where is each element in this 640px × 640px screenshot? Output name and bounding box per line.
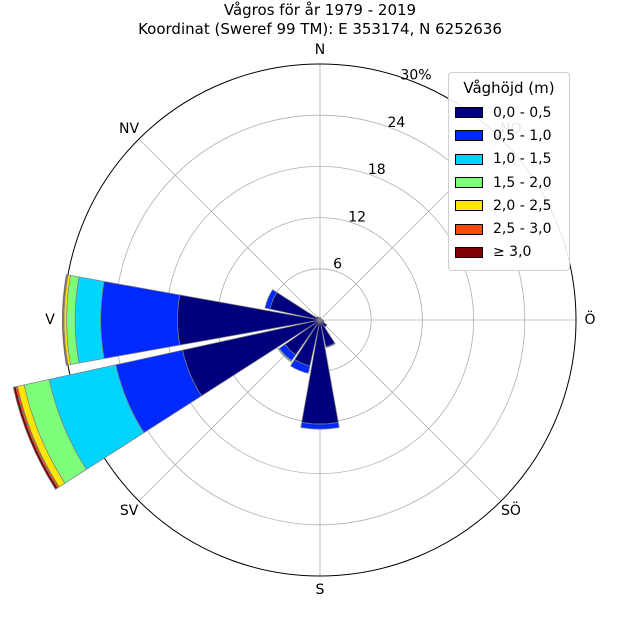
legend-label: 2,0 - 2,5 bbox=[493, 197, 552, 214]
legend-swatch bbox=[455, 246, 483, 258]
direction-label: SÖ bbox=[501, 501, 521, 519]
legend-swatch bbox=[455, 153, 483, 165]
grid-spoke bbox=[138, 138, 321, 321]
legend-entry: 1,0 - 1,5 bbox=[455, 148, 563, 171]
bar-segment-NNV-0,0 - 0,5 bbox=[318, 317, 321, 321]
legend-swatch bbox=[455, 107, 483, 119]
legend-label: 0,0 - 0,5 bbox=[493, 104, 552, 121]
direction-label: V bbox=[45, 312, 55, 328]
bar-segment-SSO-0,5 - 1,0 bbox=[325, 342, 336, 348]
bar-segment-SV-1,0 - 1,5 bbox=[278, 347, 293, 362]
bar-segment-V-1,0 - 1,5 bbox=[74, 276, 105, 364]
legend-entry: 0,5 - 1,0 bbox=[455, 124, 563, 147]
legend-entry: 1,5 - 2,0 bbox=[455, 171, 563, 194]
chart-subtitle: Koordinat (Sweref 99 TM): E 353174, N 62… bbox=[138, 20, 502, 38]
bar-segment-V-0,5 - 1,0 bbox=[100, 281, 181, 359]
legend-label: 0,5 - 1,0 bbox=[493, 127, 552, 144]
bar-segment-V-≥ 3,0 bbox=[62, 274, 68, 366]
legend-swatch bbox=[455, 177, 483, 189]
legend-label: ≥ 3,0 bbox=[493, 244, 532, 261]
direction-label: NV bbox=[119, 121, 139, 137]
legend-entry: 2,0 - 2,5 bbox=[455, 194, 563, 217]
bars bbox=[12, 274, 340, 490]
bar-segment-SSV-0,5 - 1,0 bbox=[290, 359, 311, 374]
legend-entries: 0,0 - 0,5 0,5 - 1,0 1,0 - 1,5 1,5 - 2,0 2,0 … bbox=[455, 101, 563, 264]
legend-title: Våghöjd (m) bbox=[463, 79, 555, 97]
bar-segment-VNV-0,5 - 1,0 bbox=[264, 289, 278, 310]
legend-label: 1,0 - 1,5 bbox=[493, 151, 552, 168]
bar-segment-S-0,5 - 1,0 bbox=[300, 422, 340, 430]
radial-tick-label: 6 bbox=[333, 257, 342, 273]
radial-tick-label: 18 bbox=[368, 162, 386, 178]
legend-label: 1,5 - 2,0 bbox=[493, 174, 552, 191]
bar-segment-VSV-≥ 3,0 bbox=[12, 386, 59, 490]
radial-tick-label: 12 bbox=[348, 209, 366, 225]
direction-label: SV bbox=[120, 503, 139, 519]
direction-label: Ö bbox=[584, 310, 595, 328]
direction-label: S bbox=[316, 582, 325, 598]
radial-tick-label: 24 bbox=[387, 115, 405, 131]
grid-spoke bbox=[319, 319, 502, 502]
legend-swatch bbox=[455, 130, 483, 142]
chart-title: Vågros för år 1979 - 2019 bbox=[223, 1, 417, 19]
legend-entry: 2,5 - 3,0 bbox=[455, 217, 563, 240]
legend: Våghöjd (m) 0,0 - 0,5 0,5 - 1,0 1,0 - 1,5 1… bbox=[448, 72, 570, 272]
radial-tick-label: 30% bbox=[400, 67, 431, 83]
legend-swatch bbox=[455, 223, 483, 235]
legend-entry: 0,0 - 0,5 bbox=[455, 101, 563, 124]
legend-swatch bbox=[455, 200, 483, 212]
legend-label: 2,5 - 3,0 bbox=[493, 221, 552, 238]
direction-label: N bbox=[315, 42, 325, 58]
legend-entry: ≥ 3,0 bbox=[455, 241, 563, 264]
